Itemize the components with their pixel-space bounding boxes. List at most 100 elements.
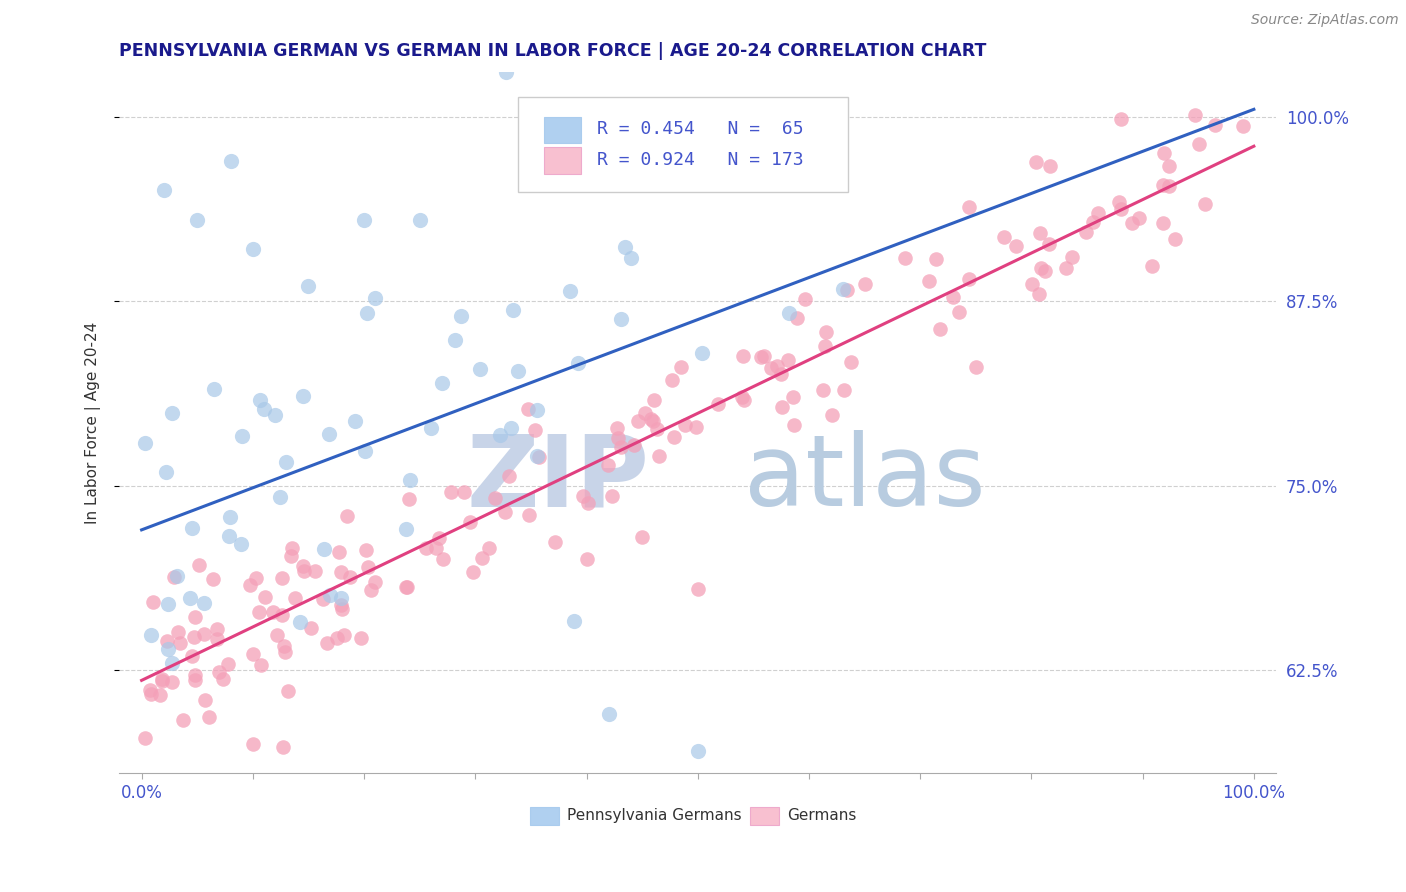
Point (163, 570, 186, 584)
Point (415, 541, 437, 555)
Point (614, 240, 637, 254)
Point (425, 541, 447, 555)
Point (1152, 216, 1174, 230)
Text: ZIP: ZIP (467, 431, 650, 527)
Point (468, 362, 491, 376)
Point (208, 665, 231, 679)
Point (918, 274, 941, 288)
Point (641, 414, 664, 428)
Point (450, 309, 472, 323)
Point (336, 509, 359, 524)
Point (395, 523, 418, 537)
Point (201, 572, 224, 586)
Point (831, 282, 853, 296)
Point (752, 349, 775, 363)
Point (429, 531, 451, 545)
Point (184, 667, 207, 681)
Point (156, 633, 179, 648)
FancyBboxPatch shape (519, 97, 848, 192)
Point (430, 376, 453, 391)
Point (172, 713, 194, 727)
Point (271, 739, 294, 754)
Point (778, 352, 800, 367)
Point (332, 628, 354, 642)
Point (1153, 146, 1175, 161)
Point (330, 565, 353, 579)
Point (810, 144, 832, 158)
Point (297, 279, 319, 293)
Point (231, 429, 253, 443)
Point (640, 411, 662, 425)
Point (576, 496, 599, 510)
Point (218, 509, 240, 524)
Point (957, 272, 980, 286)
Point (662, 430, 685, 444)
Point (458, 515, 481, 529)
Point (634, 406, 657, 420)
Point (357, 559, 380, 574)
Point (1081, 215, 1104, 229)
Point (928, 322, 950, 336)
Point (312, 592, 335, 607)
Point (478, 541, 501, 555)
Point (706, 397, 728, 411)
Point (623, 438, 645, 452)
Point (759, 360, 782, 375)
Point (186, 213, 208, 227)
Point (675, 418, 697, 433)
Point (494, 505, 516, 519)
Point (354, 444, 377, 458)
Point (242, 737, 264, 751)
Point (299, 621, 322, 635)
Point (156, 598, 179, 612)
Point (253, 402, 276, 417)
Point (141, 627, 163, 641)
Point (207, 632, 229, 647)
Point (184, 673, 207, 688)
FancyBboxPatch shape (544, 147, 581, 174)
Point (526, 403, 548, 417)
Point (1184, 108, 1206, 122)
FancyBboxPatch shape (530, 807, 560, 824)
Point (330, 591, 353, 605)
Point (330, 598, 353, 612)
Point (1188, 136, 1211, 151)
Point (1108, 194, 1130, 209)
Point (139, 687, 162, 701)
Point (957, 200, 980, 214)
Point (835, 284, 858, 298)
Point (273, 639, 295, 653)
Point (782, 390, 804, 404)
Point (501, 421, 523, 435)
Point (150, 674, 173, 689)
Point (184, 610, 207, 624)
Point (440, 484, 463, 499)
Point (326, 631, 349, 645)
Point (993, 229, 1015, 244)
Point (524, 423, 547, 437)
Point (783, 418, 806, 433)
Point (839, 354, 862, 368)
Point (821, 408, 844, 422)
Point (364, 574, 387, 589)
Point (281, 541, 304, 556)
Point (408, 213, 430, 227)
Point (271, 571, 294, 585)
Point (471, 551, 494, 566)
Point (606, 431, 628, 445)
Point (274, 645, 297, 659)
Point (160, 406, 183, 420)
Point (292, 389, 315, 403)
Point (1033, 264, 1056, 278)
Point (169, 635, 191, 649)
Point (356, 306, 378, 320)
Point (188, 558, 211, 572)
Point (356, 542, 378, 557)
Point (292, 564, 315, 578)
Point (160, 656, 183, 670)
Point (786, 310, 808, 325)
Point (149, 688, 172, 702)
Point (395, 580, 418, 594)
Point (249, 658, 271, 673)
Point (793, 292, 815, 306)
